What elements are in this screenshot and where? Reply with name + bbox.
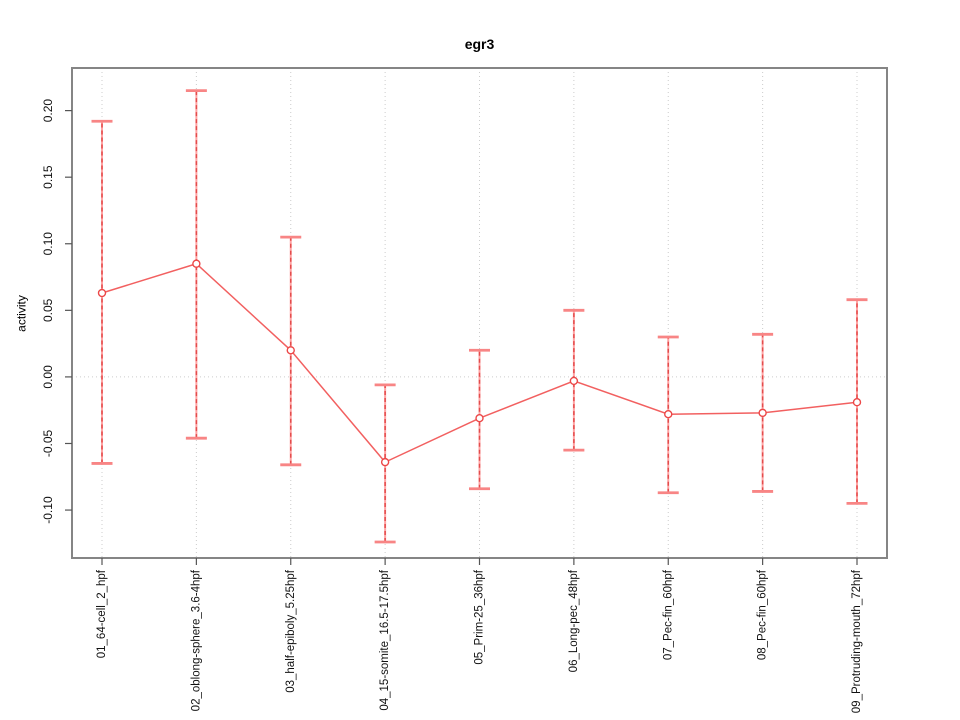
x-tick-label: 05_Prim-25_36hpf (474, 569, 486, 664)
y-tick-label: -0.10 (41, 496, 55, 524)
x-tick-label: 04_15-somite_16.5-17.5hpf (379, 569, 391, 710)
chart-title: egr3 (464, 36, 495, 52)
x-tick-label: 07_Pec-fin_60hpf (662, 569, 674, 660)
data-point-marker (97, 288, 107, 298)
data-point-marker (380, 457, 390, 467)
y-tick-label: 0.05 (41, 298, 55, 322)
y-tick-label: -0.05 (41, 429, 55, 457)
data-point-marker (758, 408, 767, 418)
x-tick-label: 08_Pec-fin_60hpf (757, 569, 769, 660)
x-tick-label: 02_oblong-sphere_3.6-4hpf (190, 569, 202, 711)
data-point-marker (475, 413, 484, 423)
data-point-marker (569, 376, 579, 386)
y-tick-label: 0.00 (41, 365, 55, 389)
y-tick-label: 0.20 (41, 99, 55, 123)
data-point-marker (852, 398, 862, 407)
data-point-marker (192, 259, 201, 268)
y-axis-title: activity (14, 295, 29, 332)
x-tick-label: 06_Long-pec_48hpf (568, 569, 580, 672)
y-tick-label: 0.10 (41, 232, 55, 256)
y-tick-label: 0.15 (41, 165, 55, 189)
x-tick-label: 03_half-epiboly_5.25hpf (285, 569, 297, 693)
data-point-marker (664, 409, 673, 419)
x-tick-label: 09_Protruding-mouth_72hpf (851, 569, 863, 713)
data-point-marker (286, 346, 295, 355)
x-tick-label: 01_64-cell_2_hpf (96, 569, 108, 658)
